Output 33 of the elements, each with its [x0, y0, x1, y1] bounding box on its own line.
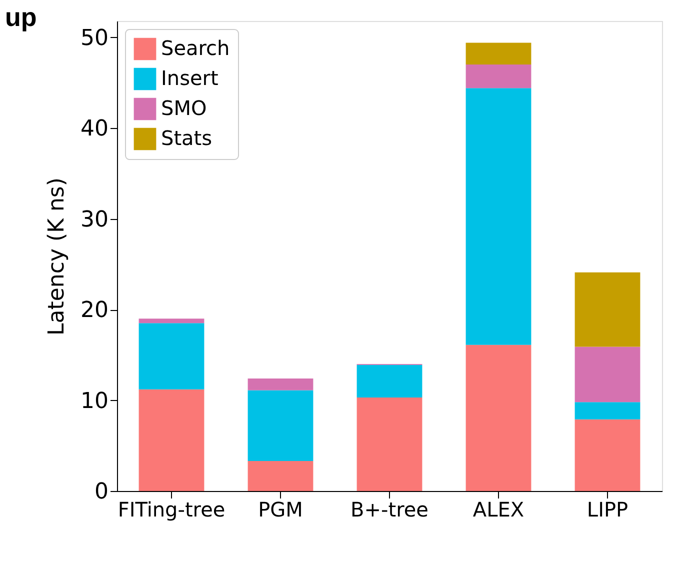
- chart-title: up: [5, 2, 37, 32]
- bar: [356, 398, 422, 491]
- y-tick-label: 20: [80, 298, 108, 324]
- legend-label: Search: [161, 36, 230, 60]
- y-tick-label: 0: [94, 480, 108, 504]
- bar: [248, 378, 314, 390]
- x-tick-label: ALEX: [472, 498, 524, 522]
- bar: [574, 272, 640, 347]
- bar: [138, 318, 204, 324]
- bar: [248, 390, 314, 462]
- bar: [138, 323, 204, 390]
- bar: [466, 88, 532, 345]
- legend-label: Stats: [161, 126, 212, 150]
- x-tick-label: B+-tree: [350, 498, 428, 522]
- bar: [466, 42, 532, 65]
- x-tick-label: FITing-tree: [118, 498, 226, 522]
- bar: [574, 419, 640, 491]
- bar: [248, 461, 314, 491]
- y-tick-label: 10: [80, 388, 108, 414]
- x-tick-label: PGM: [258, 498, 303, 522]
- bar: [574, 402, 640, 420]
- y-axis-title: Latency (K ns): [44, 178, 70, 336]
- x-tick-label: LIPP: [586, 498, 628, 522]
- y-tick-label: 30: [80, 207, 108, 232]
- bar: [466, 64, 532, 88]
- bar: [138, 389, 204, 491]
- legend-label: Insert: [161, 66, 219, 90]
- bar: [466, 344, 532, 491]
- y-tick-label: 50: [80, 26, 108, 51]
- bar: [574, 346, 640, 402]
- y-tick-label: 40: [80, 116, 108, 142]
- bar: [356, 364, 422, 398]
- legend-label: SMO: [161, 96, 207, 120]
